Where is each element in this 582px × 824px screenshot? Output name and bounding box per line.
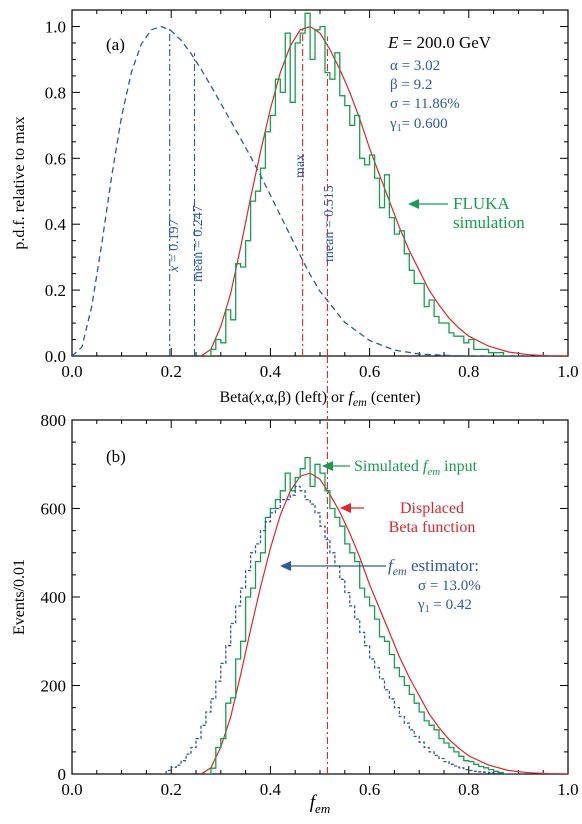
series-line-1 [205,456,509,774]
x-tick-label: 0.6 [359,362,380,381]
estimator-sigma: σ = 13.0% [418,578,481,594]
y-tick-label: 0.2 [45,281,66,300]
displaced-line2: Beta function [389,519,476,536]
panel-a-frame [71,9,569,357]
simulated-text: Simulated fem input [354,458,478,478]
sigma-param: σ = 11.86% [390,96,460,112]
mean-right-annotation: mean = 0.515 [322,185,337,262]
beta-param: β = 9.2 [390,77,432,93]
estimator-arrow-head [280,561,291,571]
panel-b-ylabel: Events/0.01 [11,559,28,635]
y-tick-label: 400 [41,588,67,607]
panel-a-ticks: 0.0 0.2 0.4 0.6 0.8 1.0 0.0 0.2 0.4 0.6 0.8 1.0 [45,10,579,381]
fluka-line1: FLUKA [453,194,510,213]
panel-a-plot [72,12,568,356]
x-tick-label: 0.8 [458,780,479,799]
panel-a-params: E = 200.0 GeV α = 3.02 β = 9.2 σ = 11.86… [387,33,492,134]
panel-a-xlabel: Beta(x,α,β) (left) or fem (center) [219,389,420,409]
series-line-0 [200,472,568,774]
x-tick-label: 0.6 [359,780,380,799]
displaced-label: Displaced Beta function [340,500,475,536]
fluka-arrow-head [408,199,419,209]
series-line-2 [161,485,524,774]
estimator-title: fem estimator: [388,556,479,578]
panel-b-xlabel: fem [310,792,330,816]
estimator-label: fem estimator: σ = 13.0% γ1 = 0.42 [280,556,481,615]
fluka-line2: simulation [453,213,525,232]
y-tick-label: 0.8 [45,83,66,102]
mode-annotation: x = 0.197 [167,219,182,273]
displaced-line1: Displaced [400,500,464,517]
displaced-arrow-head [340,503,351,513]
max-annotation: max [293,154,308,178]
panel-b: 0.0 0.2 0.4 0.6 0.8 1.0 0 200 400 600 800 (b) Even… [11,411,579,816]
x-tick-label: 1.0 [557,362,578,381]
panel-b-plot [161,420,568,774]
y-tick-label: 1.0 [45,17,66,36]
fluka-label: FLUKA simulation [408,194,525,232]
mean-left-annotation: mean = 0.247 [191,205,206,282]
y-tick-label: 0.0 [45,347,66,366]
y-tick-label: 0 [58,765,67,784]
alpha-param: α = 3.02 [390,58,440,74]
gamma-param: γ1= 0.600 [389,116,448,134]
series-line-2 [205,12,509,356]
x-tick-label: 0.0 [61,362,82,381]
x-tick-label: 1.0 [557,780,578,799]
panel-a-tag: (a) [106,35,125,54]
x-tick-label: 0.2 [161,362,182,381]
x-tick-label: 0.8 [458,362,479,381]
x-tick-label: 0.4 [260,362,282,381]
x-tick-label: 0.4 [260,780,282,799]
series-line-0 [72,25,568,356]
y-tick-label: 0.6 [45,149,66,168]
x-tick-label: 0.2 [161,780,182,799]
energy-label: E = 200.0 GeV [387,33,492,52]
y-tick-label: 0.4 [45,215,67,234]
y-tick-label: 600 [41,500,67,519]
panel-b-ticks: 0.0 0.2 0.4 0.6 0.8 1.0 0 200 400 600 800 [41,411,579,799]
estimator-gamma: γ1 = 0.42 [417,597,472,615]
panel-b-tag: (b) [106,447,126,466]
panel-a: 0.0 0.2 0.4 0.6 0.8 1.0 0.0 0.2 0.4 0.6 0.8 1.0 (a)… [11,9,579,409]
simulated-label: Simulated fem input [322,458,478,478]
x-tick-label: 0.0 [61,780,82,799]
simulated-arrow-head [322,461,333,471]
panel-a-ylabel: p.d.f. relative to max [11,116,28,249]
y-tick-label: 800 [41,411,67,430]
y-tick-label: 200 [41,677,67,696]
